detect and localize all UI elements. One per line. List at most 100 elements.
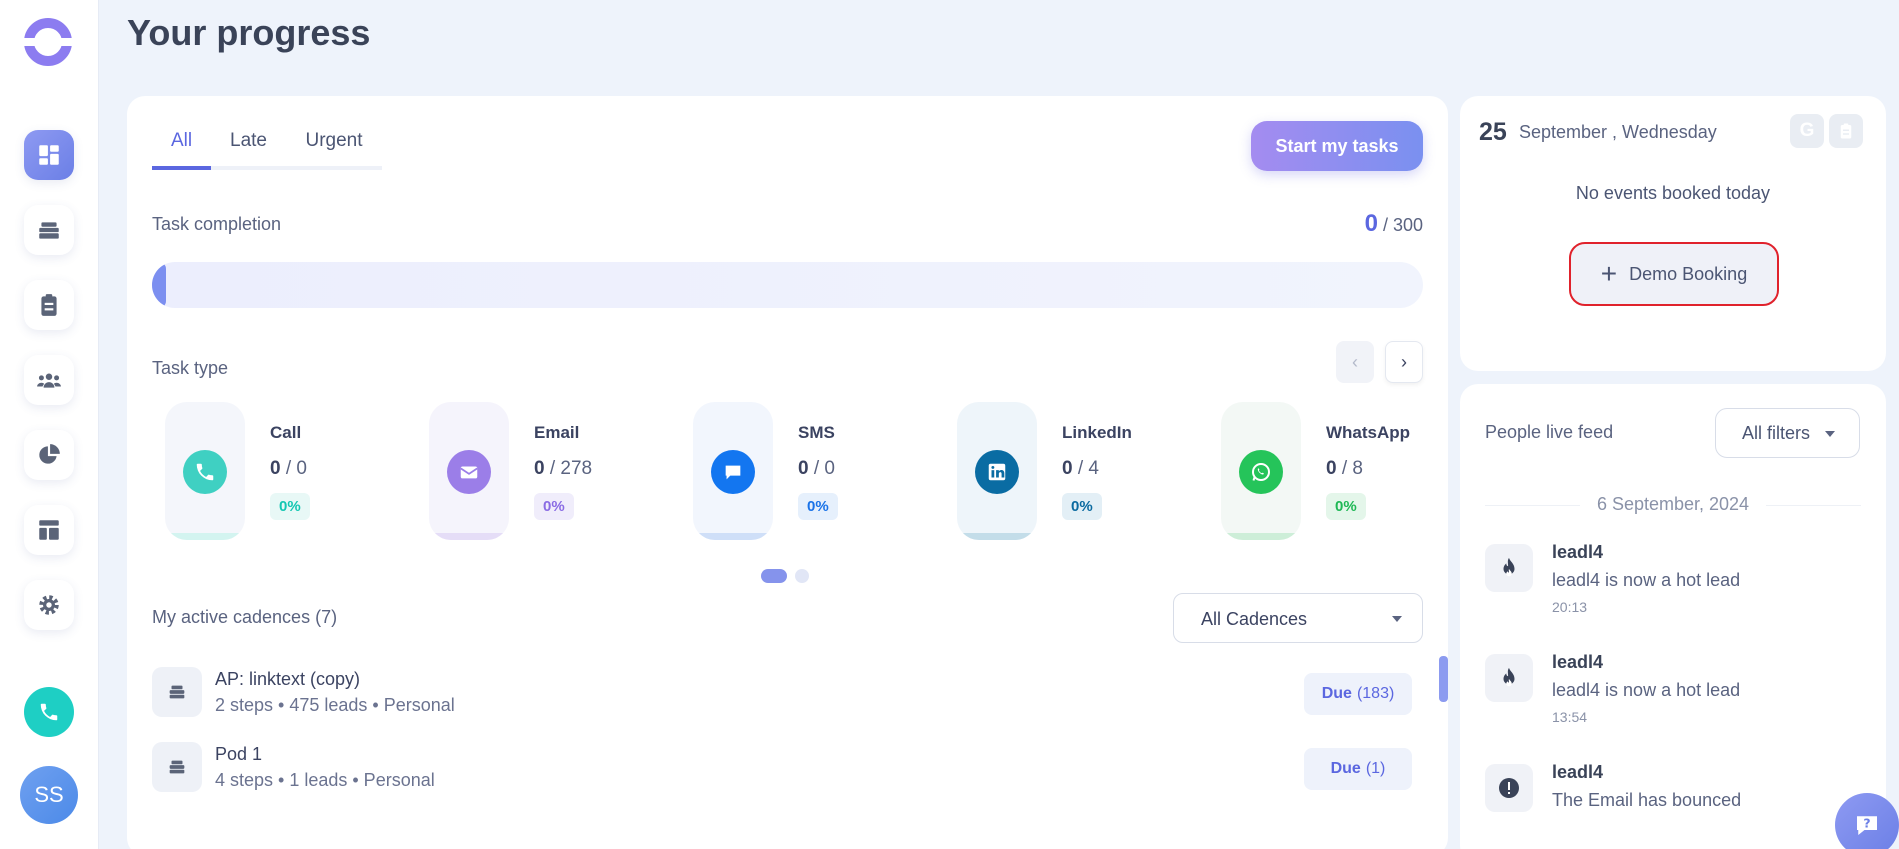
feed-lead-name[interactable]: leadl4 xyxy=(1552,542,1604,562)
demo-booking-button[interactable]: + Demo Booking xyxy=(1569,242,1779,306)
progress-card: All Late Urgent Start my tasks Task comp… xyxy=(127,96,1448,849)
cadences-icon xyxy=(39,222,59,239)
cadence-meta: 2 steps • 475 leads • Personal xyxy=(215,695,455,715)
task-type-whatsapp[interactable]: WhatsApp 0 / 8 0% xyxy=(1221,402,1461,542)
task-type-linkedin[interactable]: LinkedIn 0 / 4 0% xyxy=(957,402,1197,542)
phone-icon xyxy=(183,450,227,494)
carousel-prev-button[interactable]: ‹ xyxy=(1336,341,1374,383)
feed-item[interactable]: leadl4 leadl4 is now a hot lead 20:13 xyxy=(1485,542,1865,632)
phone-icon xyxy=(40,703,58,721)
feed-date-divider: 6 September, 2024 xyxy=(1485,494,1861,515)
alert-icon xyxy=(1485,764,1533,812)
feed-lead-name[interactable]: leadl4 xyxy=(1552,652,1604,672)
feed-text: leadl4 is now a hot lead xyxy=(1552,570,1741,590)
cadence-meta: 4 steps • 1 leads • Personal xyxy=(215,770,435,790)
task-completion-fill xyxy=(152,262,166,308)
chat-bubble-icon xyxy=(711,450,755,494)
task-type-count: 0 / 8 xyxy=(1326,458,1363,479)
cadence-title[interactable]: Pod 1 xyxy=(215,744,263,764)
nav-templates[interactable] xyxy=(24,505,74,555)
cadence-row[interactable]: AP: linktext (copy) 2 steps • 475 leads … xyxy=(152,665,1412,719)
task-type-count: 0 / 4 xyxy=(1062,458,1099,479)
task-type-percent: 0% xyxy=(1062,493,1102,520)
cadence-title[interactable]: AP: linktext (copy) xyxy=(215,669,361,689)
nav-dashboard[interactable] xyxy=(24,130,74,180)
tab-late[interactable]: Late xyxy=(230,130,267,151)
people-icon xyxy=(37,373,61,388)
fire-icon xyxy=(1485,544,1533,592)
app-logo-icon[interactable] xyxy=(24,18,72,66)
task-type-count: 0 / 0 xyxy=(270,458,307,479)
carousel-dot[interactable] xyxy=(795,569,809,583)
linkedin-icon xyxy=(975,450,1019,494)
feed-time: 13:54 xyxy=(1552,709,1588,725)
live-feed-card: People live feed All filters 6 September… xyxy=(1460,384,1886,849)
fire-icon xyxy=(1485,654,1533,702)
caret-down-icon xyxy=(1825,431,1835,437)
calendar-card: 25 September , Wednesday G No events boo… xyxy=(1460,96,1886,371)
page-title: Your progress xyxy=(127,12,371,53)
due-button[interactable]: Due (1) xyxy=(1304,748,1412,790)
user-avatar[interactable]: SS xyxy=(20,766,78,824)
cadences-filter-value: All Cadences xyxy=(1201,609,1308,629)
feed-filters-select[interactable]: All filters xyxy=(1715,408,1860,458)
cadence-icon xyxy=(152,742,202,792)
task-type-label: Task type xyxy=(152,358,229,378)
task-type-count: 0 / 278 xyxy=(534,458,593,479)
feed-text: leadl4 is now a hot lead xyxy=(1552,680,1741,700)
help-chat-button[interactable]: ? xyxy=(1835,793,1899,849)
start-tasks-button[interactable]: Start my tasks xyxy=(1251,121,1423,171)
task-type-name: Email xyxy=(534,423,580,442)
clipboard-icon[interactable] xyxy=(1829,114,1863,148)
task-type-name: LinkedIn xyxy=(1062,423,1132,442)
softphone-button[interactable] xyxy=(24,687,74,737)
task-type-pill xyxy=(165,402,245,540)
help-icon: ? xyxy=(1857,816,1877,835)
templates-icon xyxy=(39,520,59,540)
task-completion-count: 0 / 300 xyxy=(1365,210,1423,238)
carousel-next-button[interactable]: › xyxy=(1385,341,1423,383)
task-type-name: SMS xyxy=(798,423,835,442)
feed-text: The Email has bounced xyxy=(1552,790,1742,810)
task-type-percent: 0% xyxy=(270,493,310,520)
feed-filters-value: All filters xyxy=(1742,423,1811,443)
nav-reports[interactable] xyxy=(24,430,74,480)
due-button[interactable]: Due (183) xyxy=(1304,673,1412,715)
cadence-row[interactable]: Pod 1 4 steps • 1 leads • Personal Due (1… xyxy=(152,740,1412,794)
svg-text:?: ? xyxy=(1863,816,1870,831)
task-type-sms[interactable]: SMS 0 / 0 0% xyxy=(693,402,933,542)
task-type-name: WhatsApp xyxy=(1326,423,1411,442)
calendar-date: September , Wednesday xyxy=(1519,122,1717,142)
reports-icon xyxy=(39,444,60,464)
cadence-icon xyxy=(152,667,202,717)
feed-lead-name[interactable]: leadl4 xyxy=(1552,762,1604,782)
google-calendar-icon[interactable]: G xyxy=(1790,114,1824,148)
task-type-carousel: Call 0 / 0 0% Email 0 / 278 0% SMS 0 / 0… xyxy=(165,402,1435,542)
task-type-email[interactable]: Email 0 / 278 0% xyxy=(429,402,669,542)
live-feed-title: People live feed xyxy=(1485,422,1614,442)
task-type-count: 0 / 0 xyxy=(798,458,835,479)
completion-done: 0 xyxy=(1364,210,1378,237)
task-type-call[interactable]: Call 0 / 0 0% xyxy=(165,402,405,542)
tab-urgent[interactable]: Urgent xyxy=(305,130,363,151)
nav-settings[interactable] xyxy=(24,580,74,630)
task-type-percent: 0% xyxy=(798,493,838,520)
feed-time: 20:13 xyxy=(1552,599,1588,615)
task-type-name: Call xyxy=(270,423,302,442)
plus-icon: + xyxy=(1600,258,1618,289)
nav-cadences[interactable] xyxy=(24,205,74,255)
tab-all[interactable]: All xyxy=(152,126,211,170)
nav-tasks[interactable] xyxy=(24,280,74,330)
completion-total: / 300 xyxy=(1382,215,1423,235)
cadences-scrollbar[interactable] xyxy=(1439,656,1448,702)
task-type-percent: 0% xyxy=(1326,493,1366,520)
cadences-filter-select[interactable]: All Cadences xyxy=(1173,593,1423,643)
feed-item[interactable]: leadl4 The Email has bounced xyxy=(1485,762,1865,849)
nav-people[interactable] xyxy=(24,355,74,405)
carousel-pagination xyxy=(761,569,809,583)
carousel-dot-active[interactable] xyxy=(761,569,787,583)
calendar-day: 25 xyxy=(1479,118,1507,146)
feed-item[interactable]: leadl4 leadl4 is now a hot lead 13:54 xyxy=(1485,652,1865,742)
dashboard-icon xyxy=(39,145,59,165)
whatsapp-icon xyxy=(1239,450,1283,494)
